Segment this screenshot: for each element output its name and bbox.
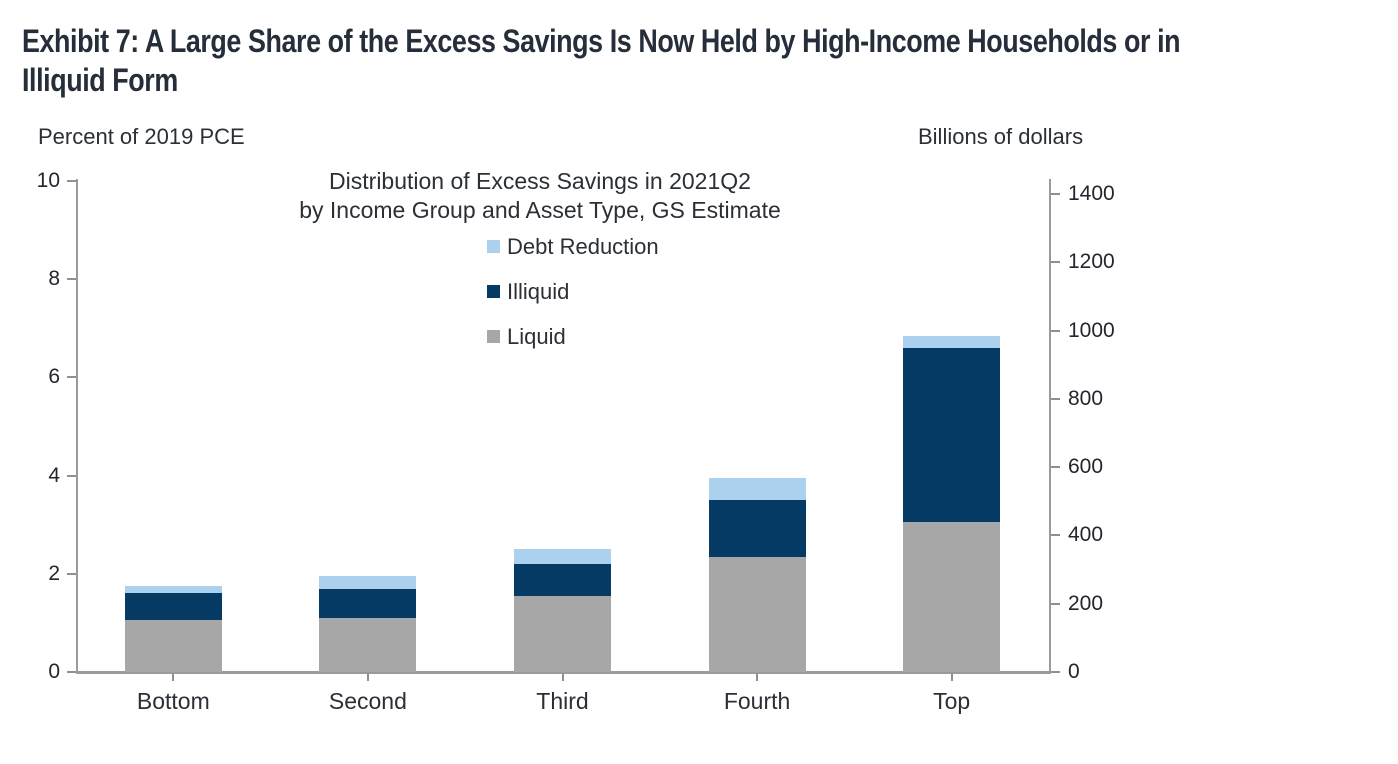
legend-label-illiquid: Illiquid: [507, 279, 570, 304]
y-axis-right-line: [1049, 179, 1051, 672]
bar-segment-debt-reduction: [514, 549, 611, 564]
bar-segment-illiquid: [708, 500, 806, 557]
chart-title-line1: Distribution of Excess Savings in 2021Q2: [329, 168, 751, 194]
y-left-tick-label: 4: [48, 463, 60, 487]
y-right-tick-label: 1200: [1068, 250, 1115, 274]
bar-segment-illiquid: [903, 347, 1001, 523]
right-axis-header: Billions of dollars: [918, 124, 1084, 149]
legend-label-debt-reduction: Debt Reduction: [507, 234, 659, 259]
legend-swatch-illiquid: [487, 285, 500, 298]
y-right-tick: [1051, 466, 1060, 469]
y-right-tick-label: 800: [1068, 386, 1104, 410]
exhibit-title-line2: Illiquid Form: [22, 62, 178, 98]
x-category-tick: [561, 674, 564, 681]
y-left-tick-label: 2: [48, 561, 60, 585]
x-category-tick: [756, 674, 759, 681]
x-category-label: Top: [933, 688, 971, 714]
y-right-tick: [1051, 192, 1060, 195]
bar-segment-illiquid: [514, 563, 611, 596]
bar-segment-illiquid: [124, 593, 222, 621]
y-left-tick: [67, 671, 76, 673]
y-right-tick: [1051, 671, 1060, 673]
y-right-tick-label: 400: [1068, 523, 1104, 547]
y-left-tick: [67, 180, 76, 182]
bar-segment-liquid: [124, 620, 222, 672]
bar-segment-debt-reduction: [319, 576, 417, 589]
bar-segment-liquid: [514, 595, 611, 672]
y-right-tick: [1051, 534, 1060, 537]
x-category-tick: [950, 674, 953, 681]
y-right-tick-label: 0: [1068, 660, 1080, 683]
y-left-tick: [67, 278, 76, 281]
y-left-tick-label: 0: [48, 660, 60, 683]
legend-swatch-debt-reduction: [487, 240, 500, 253]
bar-segment-debt-reduction: [708, 478, 806, 501]
x-category-tick: [366, 674, 369, 681]
y-right-tick-label: 200: [1068, 591, 1104, 615]
x-category-label: Second: [328, 688, 407, 714]
y-left-tick-label: 6: [48, 365, 60, 389]
exhibit-title: Exhibit 7: A Large Share of the Excess S…: [22, 22, 1398, 100]
y-left-tick: [67, 376, 76, 379]
bar-segment-liquid: [903, 522, 1001, 672]
y-left-tick: [67, 474, 76, 477]
bar-segment-debt-reduction: [903, 335, 1001, 348]
exhibit-title-line1: Exhibit 7: A Large Share of the Excess S…: [22, 23, 1181, 59]
y-left-tick: [67, 572, 76, 575]
y-left-tick-label: 8: [48, 267, 60, 291]
chart-title-line2: by Income Group and Asset Type, GS Estim…: [299, 197, 781, 223]
y-right-tick-label: 1400: [1068, 181, 1115, 205]
left-axis-header: Percent of 2019 PCE: [38, 124, 245, 149]
bar-segment-illiquid: [319, 588, 417, 618]
legend-label-liquid: Liquid: [507, 324, 566, 349]
y-axis-left-line: [76, 179, 78, 672]
y-left-tick-label: 10: [36, 169, 60, 192]
y-right-tick: [1051, 329, 1060, 332]
y-right-tick-label: 600: [1068, 455, 1104, 479]
y-right-tick: [1051, 261, 1060, 264]
x-category-tick: [172, 674, 175, 681]
y-right-tick-label: 1000: [1068, 318, 1115, 342]
bar-segment-debt-reduction: [124, 586, 222, 594]
y-right-tick: [1051, 602, 1060, 605]
x-category-label: Third: [536, 688, 589, 714]
legend-swatch-liquid: [487, 330, 500, 343]
x-category-label: Fourth: [723, 688, 791, 714]
bar-segment-liquid: [319, 617, 417, 672]
x-axis-line: [76, 671, 1051, 674]
y-right-tick: [1051, 397, 1060, 400]
bar-segment-liquid: [708, 556, 806, 672]
x-category-label: Bottom: [136, 688, 210, 714]
